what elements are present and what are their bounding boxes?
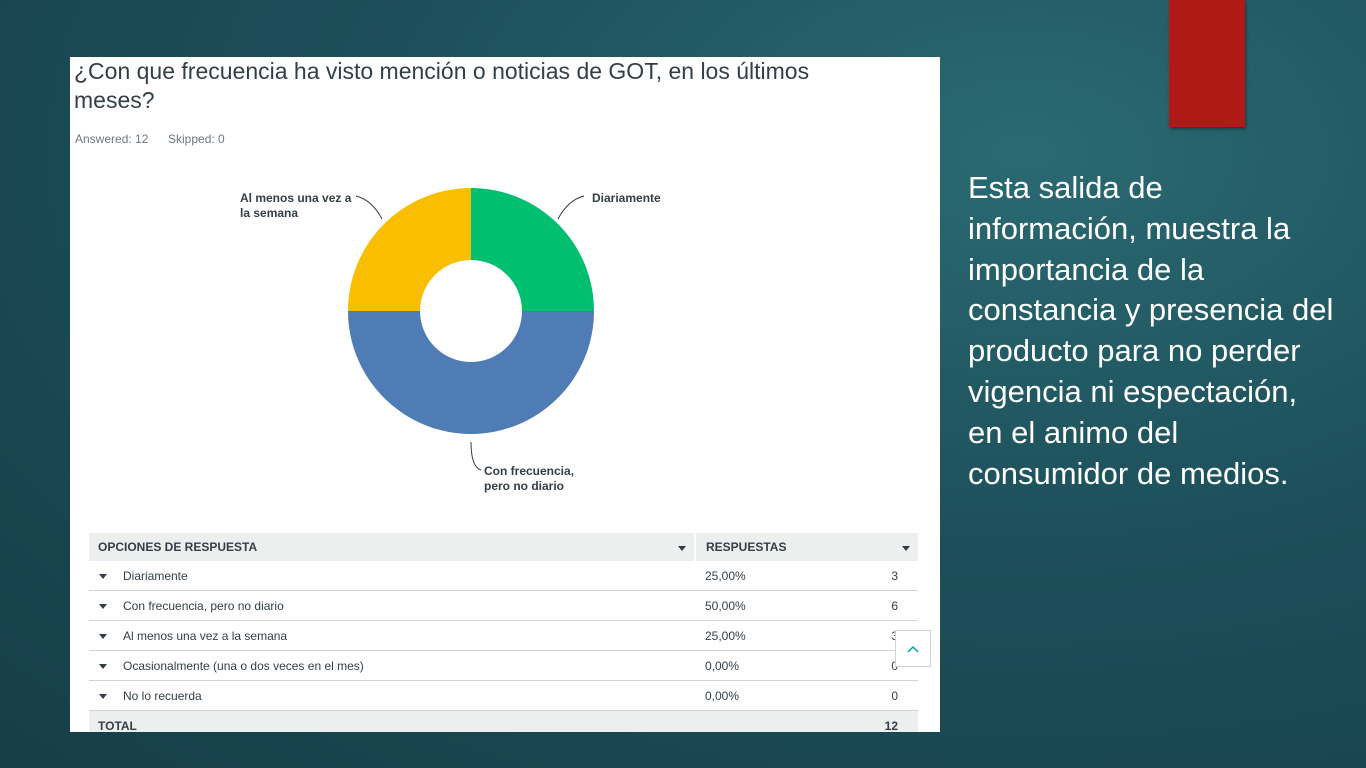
header-cell[interactable]: OPCIONES DE RESPUESTA xyxy=(89,533,695,561)
option-cell: Ocasionalmente (una o dos veces en el me… xyxy=(89,650,695,681)
donut-slice xyxy=(471,188,594,311)
slice-label: Diariamente xyxy=(592,191,661,205)
scroll-top-button[interactable] xyxy=(895,630,931,667)
total-cell: TOTAL xyxy=(89,710,695,733)
response-cell: 0,00% 0 xyxy=(695,680,918,711)
total-count: 12 xyxy=(884,718,898,733)
response-cell: 25,00% 3 xyxy=(695,620,918,651)
option-cell: Con frecuencia, pero no diario xyxy=(89,590,695,621)
chart-title: ¿Con que frecuencia ha visto mención o n… xyxy=(74,58,810,113)
leader-line xyxy=(557,195,585,220)
header-cell[interactable]: RESPUESTAS xyxy=(694,533,918,561)
response-cell: 25,00% 3 xyxy=(695,561,918,591)
table-row: Con frecuencia, pero no diario 50,00% 6 xyxy=(89,590,918,621)
percent: 25,00% xyxy=(705,568,746,583)
percent: 0,00% xyxy=(705,688,740,703)
header: RESPUESTAS xyxy=(706,540,787,554)
count: 6 xyxy=(891,598,898,613)
percent: 25,00% xyxy=(705,628,746,643)
percent: 0,00% xyxy=(705,658,740,673)
slice-label: Al menos una vez a la semana xyxy=(240,191,352,220)
total-label: TOTAL xyxy=(98,718,137,733)
response-cell: 0,00% 0 xyxy=(695,650,918,681)
accent-bar xyxy=(1169,0,1245,127)
option-label: No lo recuerda xyxy=(123,688,202,703)
results-table: OPCIONES DE RESPUESTA RESPUESTAS Diariam… xyxy=(89,533,918,732)
table-row: Diariamente 25,00% 3 xyxy=(89,561,918,591)
option-cell: Al menos una vez a la semana xyxy=(89,620,695,651)
survey-panel: ¿Con que frecuencia ha visto mención o n… xyxy=(70,57,940,732)
slice-label: Con frecuencia, pero no diario xyxy=(484,464,575,493)
option-label: Al menos una vez a la semana xyxy=(123,628,288,643)
option-label: Ocasionalmente (una o dos veces en el me… xyxy=(123,658,364,673)
skipped: Skipped: 0 xyxy=(168,132,225,146)
leader-line xyxy=(355,195,383,220)
donut-slice xyxy=(348,188,471,311)
option-label: Con frecuencia, pero no diario xyxy=(123,598,284,613)
count: 0 xyxy=(891,688,898,703)
count: 3 xyxy=(891,629,898,643)
answered: Answered: 12 xyxy=(75,132,149,146)
table-row: Ocasionalmente (una o dos veces en el me… xyxy=(89,650,918,681)
total-cell: 12 xyxy=(695,710,918,733)
total-row: TOTAL 12 xyxy=(89,710,918,733)
option-cell: No lo recuerda xyxy=(89,680,695,711)
leader-line xyxy=(470,441,482,471)
response-cell: 50,00% 6 xyxy=(695,590,918,621)
count: 3 xyxy=(891,568,898,583)
percent: 50,00% xyxy=(705,598,746,613)
table-row: Al menos una vez a la semana 25,00% 3 xyxy=(89,620,918,651)
table-row: No lo recuerda 0,00% 0 xyxy=(89,680,918,711)
option-cell: Diariamente xyxy=(89,561,695,591)
donut-slice xyxy=(348,311,594,434)
donut-chart xyxy=(348,188,594,471)
slide-text: Esta salida de información, muestra la i… xyxy=(968,170,1334,491)
header: OPCIONES DE RESPUESTA xyxy=(98,540,258,554)
count: 0 xyxy=(891,659,898,673)
option-label: Diariamente xyxy=(123,568,188,583)
